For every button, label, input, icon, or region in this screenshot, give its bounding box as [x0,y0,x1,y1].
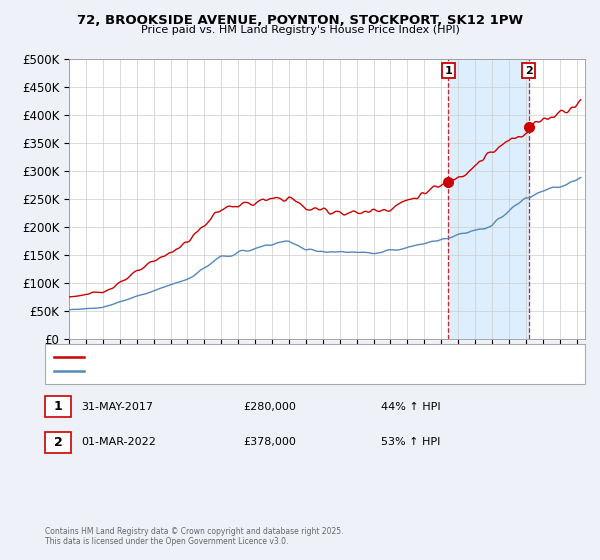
Bar [448,59,529,339]
Text: 1: 1 [54,400,62,413]
Text: 72, BROOKSIDE AVENUE, POYNTON, STOCKPORT, SK12 1PW: 72, BROOKSIDE AVENUE, POYNTON, STOCKPORT… [77,14,523,27]
Text: 1: 1 [445,66,452,76]
Text: HPI: Average price, semi-detached house, Cheshire East: HPI: Average price, semi-detached house,… [90,367,335,376]
Text: £280,000: £280,000 [243,402,296,412]
Text: 53% ↑ HPI: 53% ↑ HPI [381,437,440,447]
Text: 72, BROOKSIDE AVENUE, POYNTON, STOCKPORT, SK12 1PW (semi-detached house): 72, BROOKSIDE AVENUE, POYNTON, STOCKPORT… [90,353,456,362]
Text: 44% ↑ HPI: 44% ↑ HPI [381,402,440,412]
Text: Price paid vs. HM Land Registry's House Price Index (HPI): Price paid vs. HM Land Registry's House … [140,25,460,35]
Text: Contains HM Land Registry data © Crown copyright and database right 2025.
This d: Contains HM Land Registry data © Crown c… [45,526,343,546]
Text: 31-MAY-2017: 31-MAY-2017 [81,402,153,412]
Text: 2: 2 [54,436,62,449]
Text: £378,000: £378,000 [243,437,296,447]
Text: 2: 2 [525,66,533,76]
Text: 01-MAR-2022: 01-MAR-2022 [81,437,156,447]
